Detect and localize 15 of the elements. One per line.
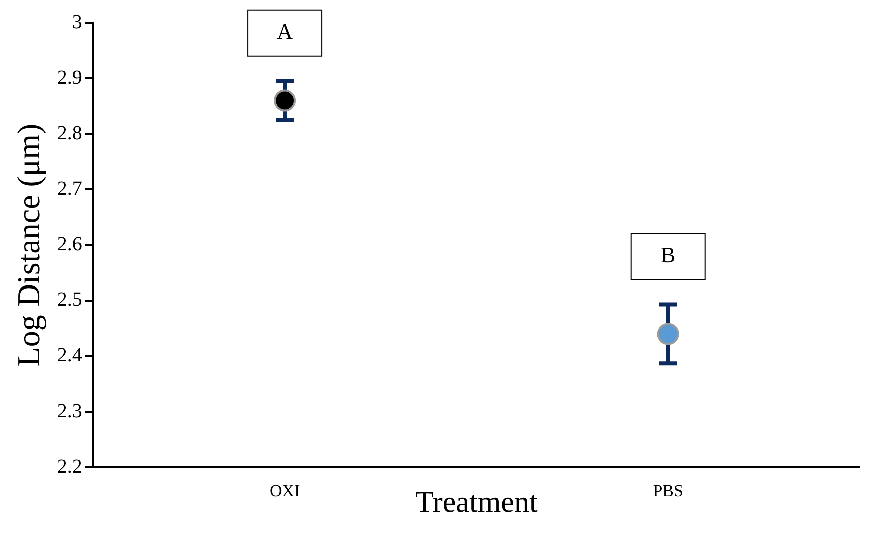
y-tick-label: 2.3 (57, 400, 82, 422)
x-tick-label: OXI (270, 481, 300, 500)
y-tick-label: 2.4 (57, 344, 82, 367)
y-axis-title: Log Distance (μm) (10, 124, 47, 367)
annotation: B (661, 242, 676, 268)
x-tick-label: PBS (653, 481, 684, 500)
y-tick-label: 2.5 (57, 289, 82, 312)
y-tick-label: 3 (72, 11, 82, 34)
x-axis-title: Treatment (416, 486, 538, 519)
annotation: A (277, 19, 294, 44)
y-tick-label: 2.6 (57, 234, 82, 256)
y-tick-label: 2.2 (57, 456, 82, 478)
y-tick-label: 2.7 (57, 178, 82, 200)
y-tick-label: 2.8 (57, 122, 82, 144)
y-tick-label: 2.9 (57, 66, 82, 89)
